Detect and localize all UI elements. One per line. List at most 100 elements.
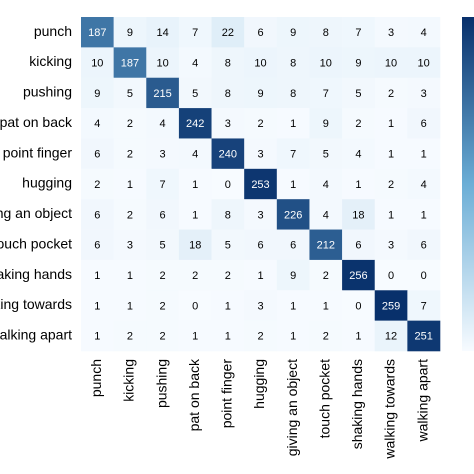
cell-value: 3 xyxy=(257,149,263,161)
cell-value: 251 xyxy=(415,331,433,343)
heatmap-cell xyxy=(342,229,376,261)
heatmap-cell xyxy=(211,290,245,321)
heatmap-cell xyxy=(374,168,408,200)
cell-value: 2 xyxy=(323,331,329,343)
heatmap-cell xyxy=(146,168,180,200)
cell-value: 3 xyxy=(225,118,231,130)
heatmap-cell xyxy=(244,138,278,170)
cell-value: 1 xyxy=(192,331,198,343)
heatmap-cell xyxy=(374,17,408,48)
heatmap-cell xyxy=(113,168,147,200)
heatmap-cell xyxy=(309,47,343,79)
x-tick-label: touch pocket xyxy=(316,359,332,438)
cell-value: 2 xyxy=(160,270,166,282)
heatmap-cell xyxy=(342,320,376,352)
cell-value: 6 xyxy=(94,209,100,221)
heatmap-cell xyxy=(211,199,245,230)
heatmap-cell xyxy=(244,168,278,200)
cell-value: 256 xyxy=(349,270,367,282)
cell-value: 0 xyxy=(355,300,361,312)
cell-value: 7 xyxy=(355,27,361,39)
heatmap-cell xyxy=(407,290,441,321)
heatmap-cell xyxy=(374,108,408,139)
cell-value: 10 xyxy=(385,57,397,69)
cell-value: 12 xyxy=(385,331,397,343)
heatmap-cell xyxy=(342,259,376,291)
cell-value: 187 xyxy=(88,27,106,39)
heatmap-cell xyxy=(113,290,147,321)
cell-value: 1 xyxy=(127,300,133,312)
heatmap-cell xyxy=(244,290,278,321)
cell-value: 1 xyxy=(290,179,296,191)
heatmap-cell xyxy=(81,290,114,321)
heatmap-cell xyxy=(244,229,278,261)
heatmap-cell xyxy=(407,47,441,79)
cell-value: 2 xyxy=(257,118,263,130)
heatmap-cell xyxy=(309,138,343,170)
x-tick-label: walking towards xyxy=(382,359,398,460)
cell-value: 187 xyxy=(121,57,139,69)
cell-value: 3 xyxy=(127,240,133,252)
cell-value: 3 xyxy=(257,209,263,221)
cell-value: 1 xyxy=(421,209,427,221)
heatmap-cell xyxy=(309,290,343,321)
cell-value: 2 xyxy=(127,149,133,161)
heatmap-cell xyxy=(276,320,310,352)
heatmap-cell xyxy=(244,77,278,109)
cell-value: 1 xyxy=(388,209,394,221)
cell-value: 8 xyxy=(290,57,296,69)
heatmap-cell xyxy=(178,290,212,321)
cell-value: 9 xyxy=(127,27,133,39)
heatmap-cell xyxy=(309,199,343,230)
heatmap-cell xyxy=(342,77,376,109)
heatmap-cell xyxy=(146,290,180,321)
heatmap-cell xyxy=(146,199,180,230)
heatmap-cell xyxy=(113,229,147,261)
heatmap-cell xyxy=(244,17,278,48)
cell-value: 2 xyxy=(388,88,394,100)
heatmap-cell xyxy=(211,138,245,170)
heatmap-cell xyxy=(178,17,212,48)
heatmap-cell xyxy=(211,77,245,109)
cell-value: 1 xyxy=(290,331,296,343)
heatmap-cell xyxy=(342,199,376,230)
cell-value: 1 xyxy=(388,118,394,130)
cell-value: 1 xyxy=(355,179,361,191)
cell-value: 1 xyxy=(192,179,198,191)
heatmap-cell xyxy=(407,320,441,352)
cell-value: 9 xyxy=(290,270,296,282)
heatmap-cell xyxy=(342,138,376,170)
cell-value: 10 xyxy=(156,57,168,69)
cell-value: 5 xyxy=(160,240,166,252)
heatmap-cell xyxy=(146,108,180,139)
cell-value: 1 xyxy=(127,270,133,282)
cell-value: 6 xyxy=(355,240,361,252)
heatmap-cell xyxy=(178,47,212,79)
y-tick-label: walking towards xyxy=(0,296,72,312)
cell-value: 4 xyxy=(421,179,427,191)
cell-value: 1 xyxy=(94,270,100,282)
cell-value: 10 xyxy=(254,57,266,69)
cell-value: 0 xyxy=(421,270,427,282)
heatmap-cell xyxy=(113,259,147,291)
heatmap-cell xyxy=(407,168,441,200)
heatmap-cell xyxy=(81,47,114,79)
cell-value: 1 xyxy=(225,331,231,343)
heatmap-cell xyxy=(407,229,441,261)
heatmap-cell xyxy=(211,168,245,200)
x-tick-label: pat on back xyxy=(186,358,202,431)
cell-value: 2 xyxy=(192,270,198,282)
heatmap-cell xyxy=(81,168,114,200)
cell-value: 1 xyxy=(323,300,329,312)
cell-value: 4 xyxy=(355,149,361,161)
heatmap-cell xyxy=(178,320,212,352)
heatmap-cell xyxy=(374,47,408,79)
heatmap-cell xyxy=(81,320,114,352)
heatmap-cell xyxy=(113,17,147,48)
cell-value: 5 xyxy=(192,88,198,100)
cell-value: 1 xyxy=(290,118,296,130)
heatmap-cell xyxy=(244,259,278,291)
cell-value: 2 xyxy=(388,179,394,191)
